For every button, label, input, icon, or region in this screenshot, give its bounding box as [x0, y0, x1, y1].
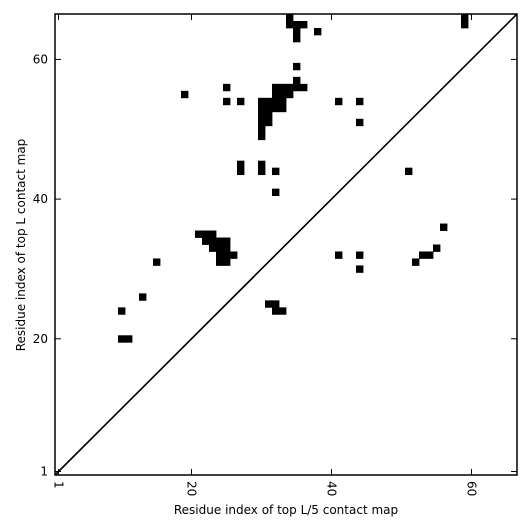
contact-cell — [118, 307, 126, 315]
contact-cell — [216, 237, 224, 245]
contact-cell — [356, 265, 364, 273]
contact-cell — [335, 97, 343, 106]
contact-cell — [279, 104, 287, 113]
contact-cell — [258, 132, 266, 141]
plot-frame — [54, 13, 518, 476]
contact-cell — [279, 90, 287, 99]
contact-cell — [223, 83, 231, 92]
y-tick-label: 1 — [40, 465, 48, 479]
contact-cell — [293, 83, 301, 92]
contact-cell — [258, 118, 266, 127]
x-tick-label: 60 — [465, 481, 479, 496]
y-axis-label: Residue index of top L contact map — [14, 139, 28, 352]
x-tick-label: 20 — [185, 481, 199, 496]
axis-ticks — [55, 14, 517, 475]
contact-cell — [223, 258, 231, 266]
contact-cell — [426, 251, 434, 259]
contact-cell — [258, 160, 266, 169]
contact-cell — [118, 335, 126, 343]
contact-cell — [300, 83, 308, 92]
contact-cell — [237, 97, 245, 106]
contact-cell — [258, 125, 266, 134]
contact-cell — [314, 27, 322, 36]
contact-cell — [272, 97, 280, 106]
contact-cell — [258, 104, 266, 113]
contact-cell — [216, 244, 224, 252]
contact-cell — [433, 244, 441, 252]
tick-labels: 1 20 40 60 1 20 40 60 — [33, 52, 479, 496]
y-tick-label: 20 — [33, 332, 48, 346]
contact-cell — [258, 111, 266, 120]
contact-cell — [440, 223, 448, 231]
contact-cell — [237, 160, 245, 169]
contact-cell — [209, 237, 217, 245]
contact-cells — [118, 14, 469, 343]
contact-cell — [230, 251, 238, 259]
contact-cell — [265, 104, 273, 113]
y-tick-label: 40 — [33, 192, 48, 206]
contact-cell — [293, 76, 301, 85]
contact-cell — [293, 62, 301, 71]
contact-cell — [181, 90, 189, 99]
contact-cell — [265, 118, 273, 127]
contact-cell — [258, 97, 266, 106]
contact-cell — [279, 97, 287, 106]
contact-cell — [265, 97, 273, 106]
contact-cell — [335, 251, 343, 259]
y-tick-label: 60 — [33, 52, 48, 66]
contact-cell — [209, 230, 217, 238]
contact-cell — [286, 14, 294, 22]
contact-cell — [223, 251, 231, 259]
contact-cell — [195, 230, 203, 238]
contact-cell — [405, 167, 413, 176]
contact-cell — [153, 258, 161, 266]
contact-cell — [216, 251, 224, 259]
contact-cell — [286, 20, 294, 29]
contact-cell — [412, 258, 420, 266]
contact-cell — [279, 307, 287, 315]
contact-cell — [293, 34, 301, 43]
contact-cell — [461, 20, 469, 29]
contact-cell — [279, 83, 287, 92]
x-tick-label: 1 — [52, 481, 66, 489]
contact-cell — [461, 14, 469, 22]
contact-cell — [293, 20, 301, 29]
contact-cell — [202, 237, 210, 245]
contact-cell — [265, 111, 273, 120]
x-tick-label: 40 — [325, 481, 339, 496]
contact-cell — [139, 293, 147, 301]
contact-cell — [237, 167, 245, 176]
contact-cell — [202, 230, 210, 238]
contact-cell — [419, 251, 427, 259]
contact-cell — [286, 90, 294, 99]
contact-cell — [223, 97, 231, 106]
contact-cell — [272, 104, 280, 113]
contact-cell — [356, 251, 364, 259]
contact-cell — [125, 335, 133, 343]
x-axis-label: Residue index of top L/5 contact map — [174, 503, 398, 517]
contact-cell — [272, 83, 280, 92]
contact-cell — [272, 90, 280, 99]
contact-cell — [209, 244, 217, 252]
contact-cell — [293, 27, 301, 36]
contact-cell — [272, 167, 280, 176]
contact-cell — [258, 167, 266, 176]
contact-cell — [265, 300, 273, 308]
contact-cell — [272, 300, 280, 308]
contact-cell — [216, 258, 224, 266]
contact-cell — [356, 97, 364, 106]
contact-cell — [272, 307, 280, 315]
contact-cell — [300, 20, 308, 29]
contact-cell — [356, 118, 364, 127]
contact-cell — [272, 188, 280, 196]
contact-cell — [223, 237, 231, 245]
contact-cell — [286, 83, 294, 92]
contact-cell — [223, 244, 231, 252]
diagonal-line — [54, 13, 518, 476]
